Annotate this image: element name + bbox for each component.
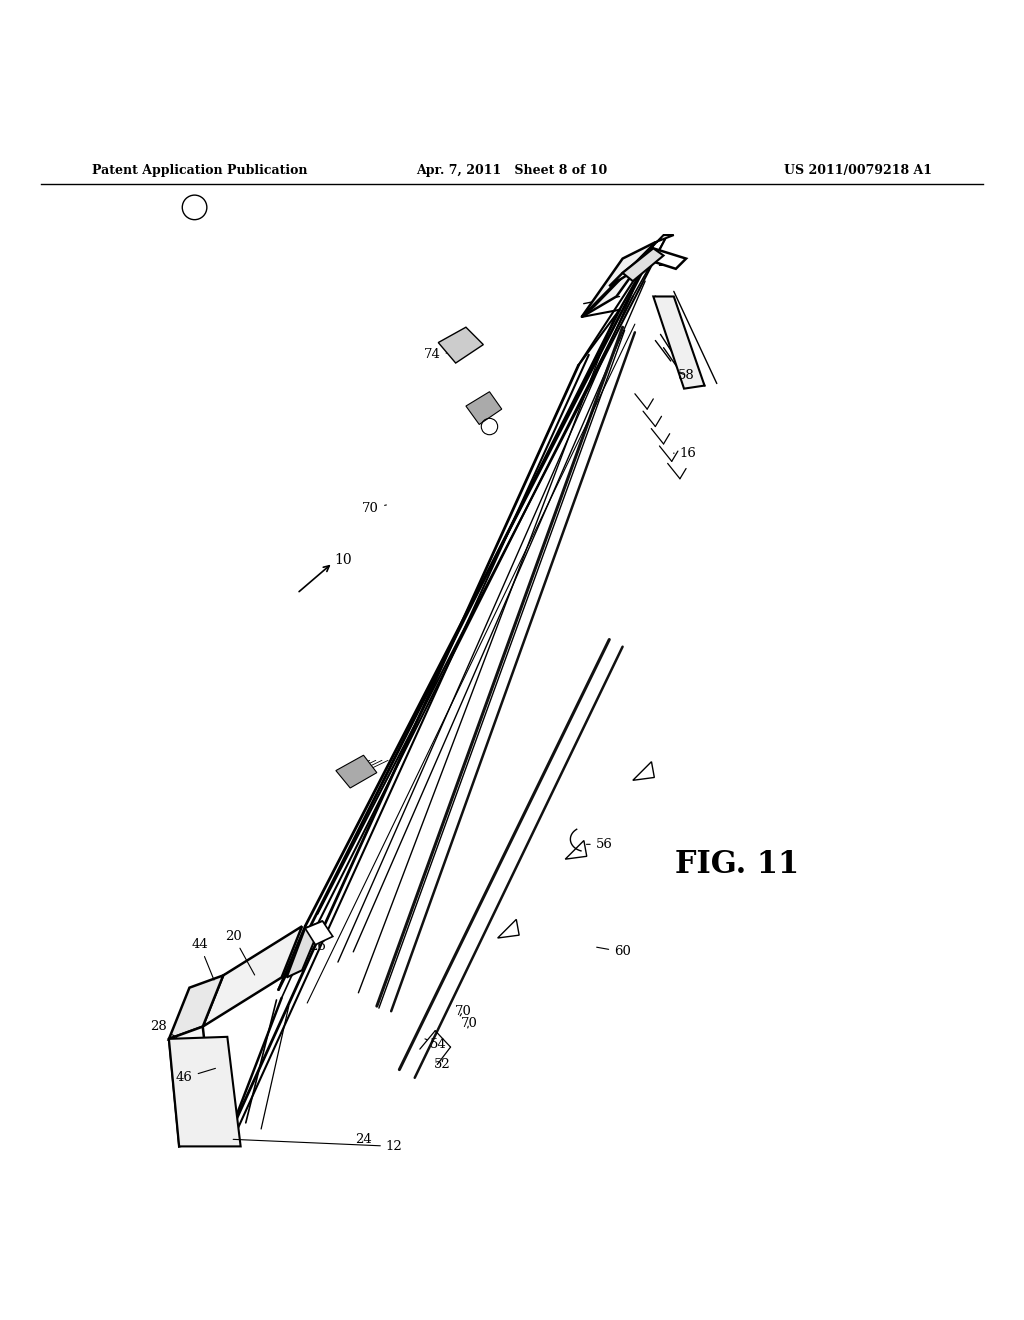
- Polygon shape: [203, 927, 302, 1027]
- Text: 74: 74: [424, 348, 449, 362]
- Text: 54: 54: [425, 1038, 446, 1051]
- Text: 24: 24: [355, 1133, 372, 1146]
- Polygon shape: [305, 921, 333, 945]
- Text: US 2011/0079218 A1: US 2011/0079218 A1: [783, 164, 932, 177]
- Text: 20: 20: [225, 931, 255, 975]
- Text: Apr. 7, 2011   Sheet 8 of 10: Apr. 7, 2011 Sheet 8 of 10: [417, 164, 607, 177]
- Text: 22: 22: [648, 256, 674, 269]
- Polygon shape: [438, 327, 483, 363]
- Polygon shape: [466, 392, 502, 425]
- Text: 10: 10: [334, 553, 352, 566]
- Text: 58: 58: [678, 368, 694, 381]
- Polygon shape: [582, 235, 674, 317]
- Polygon shape: [287, 921, 323, 977]
- Text: 12: 12: [233, 1139, 402, 1152]
- Polygon shape: [169, 975, 223, 1039]
- Text: 26: 26: [305, 940, 326, 953]
- Text: 46: 46: [176, 1068, 215, 1084]
- Text: 52: 52: [434, 1059, 451, 1071]
- Text: 70: 70: [455, 1005, 471, 1018]
- Polygon shape: [609, 248, 686, 286]
- Polygon shape: [169, 1036, 241, 1146]
- Text: 28: 28: [151, 1020, 177, 1038]
- Text: 70: 70: [362, 502, 386, 515]
- Text: 56: 56: [587, 838, 612, 851]
- Polygon shape: [169, 1027, 215, 1146]
- Text: Patent Application Publication: Patent Application Publication: [92, 164, 307, 177]
- Polygon shape: [336, 755, 377, 788]
- Text: FIG. 11: FIG. 11: [675, 849, 800, 880]
- Text: 70: 70: [461, 1016, 477, 1030]
- Polygon shape: [653, 297, 705, 388]
- Text: 60: 60: [597, 945, 631, 958]
- Polygon shape: [582, 242, 655, 317]
- Text: 44: 44: [191, 939, 214, 979]
- Polygon shape: [623, 248, 664, 281]
- Text: 16: 16: [674, 446, 696, 459]
